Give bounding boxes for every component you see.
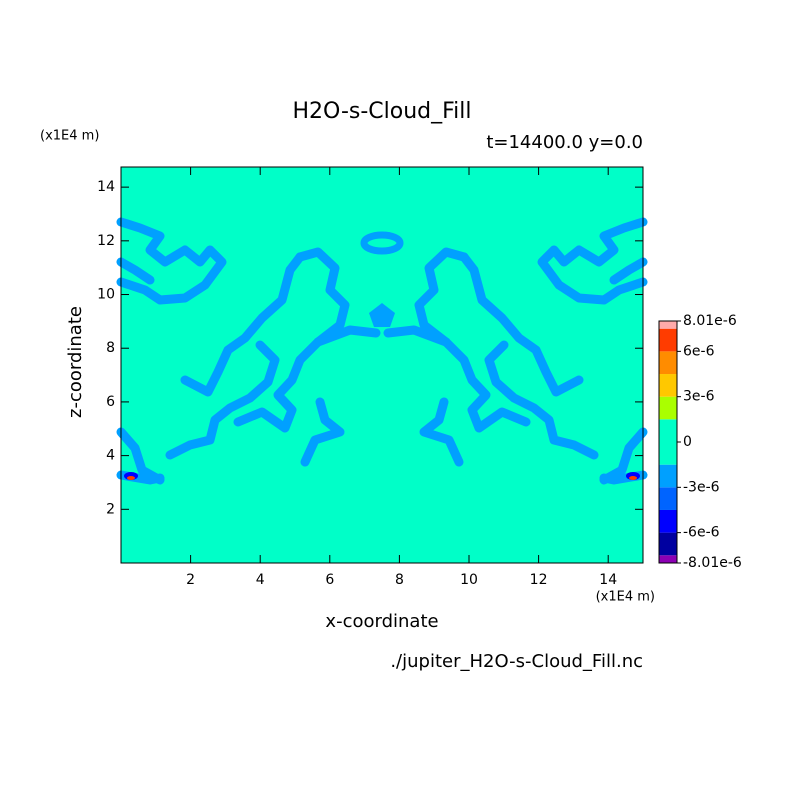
contour-region: [313, 325, 381, 347]
contour-region: [414, 247, 531, 433]
y-tick-label: 8: [106, 340, 115, 356]
y-tick-label: 14: [97, 179, 115, 195]
contour-region: [127, 476, 135, 480]
x-tick-label: 10: [460, 572, 478, 588]
x-axis-label: x-coordinate: [325, 611, 438, 632]
contour-region: [419, 397, 464, 467]
x-tick-label: 14: [599, 572, 617, 588]
source-label: ./jupiter_H2O-s-Cloud_Fill.nc: [390, 651, 643, 672]
y-tick-label: 4: [106, 448, 115, 464]
colorbar-band: [659, 321, 677, 329]
x-tick-label: 4: [256, 572, 265, 588]
contour-region: [233, 247, 350, 433]
chart-title: H2O-s-Cloud_Fill: [292, 99, 471, 124]
colorbar-tick-label: -8.01e-6: [683, 555, 742, 571]
x-unit: (x1E4 m): [596, 590, 655, 605]
colorbar-tick-label: 6e-6: [683, 343, 715, 359]
x-tick-label: 6: [325, 572, 334, 588]
contour-region: [383, 325, 451, 347]
contour-region: [459, 252, 584, 397]
contour-region: [116, 217, 227, 305]
contour-region: [116, 427, 165, 485]
contour-region: [484, 340, 599, 460]
contour-region: [629, 476, 637, 480]
contour-region: [116, 257, 155, 285]
colorbar-tick-label: 0: [683, 434, 692, 450]
colorbar-tick-label: 8.01e-6: [683, 313, 737, 329]
contour-region: [180, 252, 305, 397]
colorbar-band: [659, 464, 677, 488]
colorbar-band: [659, 509, 677, 533]
contour-region: [537, 217, 648, 305]
contour-region: [165, 340, 280, 460]
colorbar-band: [659, 487, 677, 510]
colorbar-tick-label: 3e-6: [683, 389, 715, 405]
y-axis-label: z-coordinate: [65, 306, 86, 418]
field-background: [121, 167, 643, 563]
colorbar-band: [659, 374, 677, 397]
colorbar-band: [659, 396, 677, 420]
plot-area: [116, 166, 648, 564]
y-tick-label: 2: [106, 501, 115, 517]
contour-region: [609, 257, 648, 285]
colorbar-band: [659, 532, 677, 556]
colorbar-band: [659, 351, 677, 375]
colorbar-band: [659, 419, 677, 465]
x-tick-label: 12: [530, 572, 548, 588]
contour-region: [300, 397, 345, 467]
y-unit: (x1E4 m): [40, 129, 99, 144]
y-tick-label: 10: [97, 287, 115, 303]
colorbar-tick-label: -6e-6: [683, 525, 720, 541]
y-tick-label: 12: [97, 233, 115, 249]
contour-region: [369, 303, 395, 327]
colorbar-band: [659, 328, 677, 352]
colorbar-tick-label: -3e-6: [683, 479, 720, 495]
x-tick-label: 8: [395, 572, 404, 588]
subtitle: t=14400.0 y=0.0: [486, 132, 643, 153]
colorbar-band: [659, 555, 677, 563]
x-tick-label: 2: [186, 572, 195, 588]
contour-region: [599, 427, 648, 485]
y-tick-label: 6: [106, 394, 115, 410]
contour-region: [360, 231, 404, 255]
plot-frame: [120, 166, 644, 564]
